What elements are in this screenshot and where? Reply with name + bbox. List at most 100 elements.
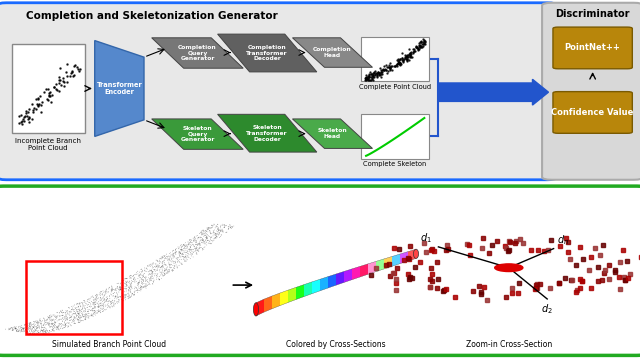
Point xyxy=(11,324,21,330)
Point xyxy=(74,311,84,317)
Point xyxy=(99,294,109,299)
Point xyxy=(199,231,209,236)
Point xyxy=(413,46,423,52)
Point xyxy=(159,253,170,259)
Point xyxy=(65,313,75,318)
Point xyxy=(100,307,111,313)
Point xyxy=(166,267,177,273)
Point xyxy=(60,321,70,327)
Point xyxy=(108,301,118,307)
Point xyxy=(203,240,213,246)
Point xyxy=(163,269,173,275)
Point xyxy=(101,286,111,292)
Point xyxy=(4,325,14,331)
Point xyxy=(196,240,207,246)
Point xyxy=(126,280,136,286)
Polygon shape xyxy=(218,34,317,72)
Point xyxy=(81,312,92,318)
Point xyxy=(61,315,72,321)
Point xyxy=(72,309,83,314)
Point xyxy=(197,238,207,243)
Point xyxy=(51,313,61,319)
Point xyxy=(74,309,84,315)
Point xyxy=(62,309,72,315)
Point xyxy=(68,318,78,323)
Point xyxy=(362,76,372,81)
Polygon shape xyxy=(400,252,408,263)
Point xyxy=(38,89,49,95)
Point xyxy=(193,236,203,242)
Point xyxy=(115,281,125,287)
Point xyxy=(60,318,70,323)
Point xyxy=(99,307,109,313)
Point xyxy=(159,254,170,260)
Point xyxy=(129,292,140,297)
Point xyxy=(184,246,195,252)
Point xyxy=(171,249,181,255)
Point xyxy=(143,282,154,287)
Point xyxy=(189,239,199,245)
Point xyxy=(159,264,169,270)
Point xyxy=(69,311,79,316)
Point xyxy=(189,244,199,250)
Point xyxy=(52,318,62,324)
Point xyxy=(168,251,179,257)
Point xyxy=(131,271,141,277)
Point xyxy=(200,241,210,247)
Point xyxy=(68,311,79,316)
Point xyxy=(33,330,43,336)
Point xyxy=(364,74,374,80)
Point xyxy=(138,271,148,277)
Point xyxy=(403,52,413,58)
Point xyxy=(211,223,221,229)
Point xyxy=(107,298,117,304)
Point xyxy=(201,234,211,240)
Point xyxy=(137,275,147,281)
Point xyxy=(166,262,177,267)
Point xyxy=(104,289,114,295)
Point xyxy=(98,295,108,300)
Point xyxy=(147,273,157,279)
Point xyxy=(10,326,20,332)
Point xyxy=(210,234,220,240)
Point xyxy=(86,313,97,318)
Point xyxy=(169,265,179,270)
Point xyxy=(197,247,207,253)
Point xyxy=(42,328,52,333)
Point xyxy=(35,318,45,324)
Point xyxy=(191,241,202,247)
Point xyxy=(171,250,181,255)
Point xyxy=(182,244,193,250)
Point xyxy=(145,268,155,274)
Point xyxy=(164,269,175,275)
Point xyxy=(177,251,188,257)
Point xyxy=(202,235,212,241)
Point xyxy=(188,254,198,260)
Point xyxy=(175,251,186,256)
Point xyxy=(77,305,88,311)
Polygon shape xyxy=(152,38,243,68)
Point xyxy=(56,317,67,323)
Point xyxy=(12,329,22,334)
Point xyxy=(100,298,110,304)
Point xyxy=(184,238,195,243)
Point xyxy=(410,44,420,50)
Point xyxy=(80,306,90,312)
Point xyxy=(362,76,372,82)
Point xyxy=(81,312,91,318)
Point xyxy=(116,282,127,288)
Point xyxy=(378,67,388,73)
Point xyxy=(197,237,207,243)
Point xyxy=(72,306,82,312)
Point xyxy=(109,290,120,295)
Point xyxy=(175,247,186,253)
Point xyxy=(180,258,190,263)
Point xyxy=(49,84,60,90)
Point xyxy=(74,307,84,313)
Point xyxy=(56,324,67,329)
Point xyxy=(133,280,143,286)
Point xyxy=(182,245,193,251)
Point xyxy=(79,311,89,317)
Point xyxy=(140,284,150,290)
Point xyxy=(138,274,148,279)
